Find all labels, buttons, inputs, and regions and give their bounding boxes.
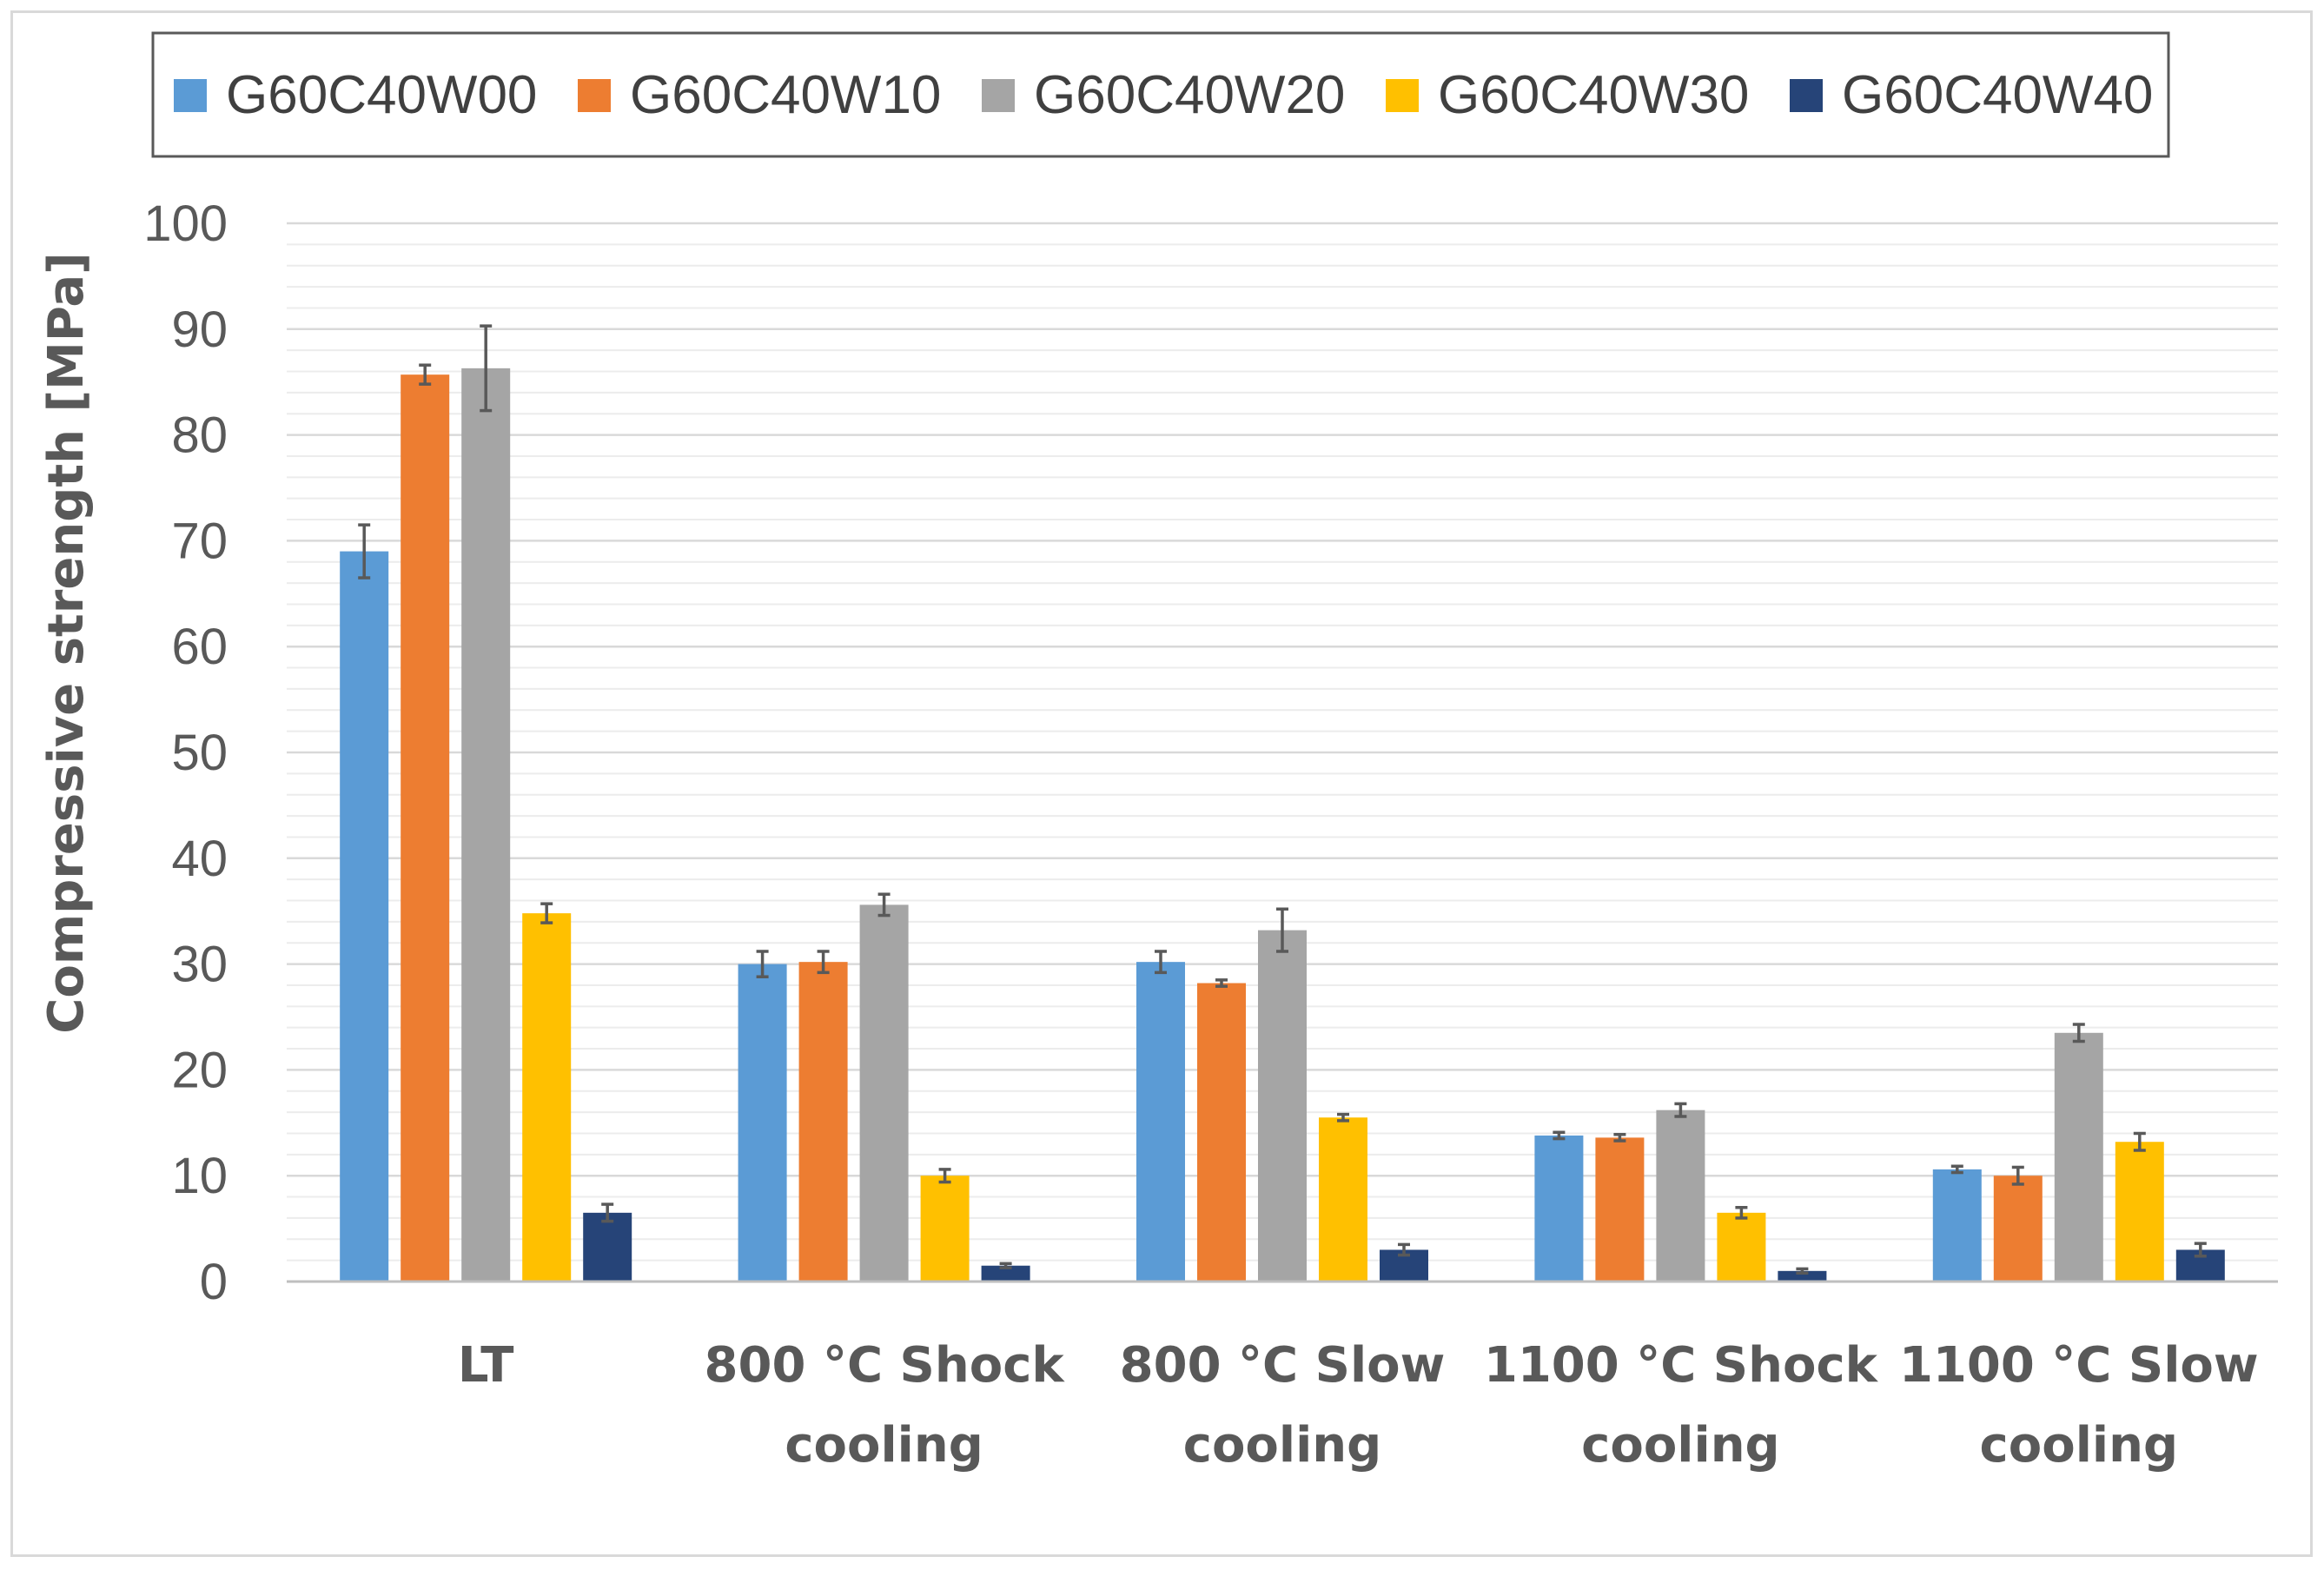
legend-label: G60C40W10 <box>630 65 941 125</box>
bar <box>798 962 848 1282</box>
x-category-label: 800 °C Slow <box>1120 1337 1446 1394</box>
bar <box>1656 1110 1705 1282</box>
bar <box>2054 1032 2103 1282</box>
y-tick-label: 20 <box>171 1042 228 1098</box>
bar <box>401 374 450 1282</box>
legend-swatch <box>1386 79 1419 112</box>
bar <box>1319 1117 1367 1282</box>
bar <box>1534 1135 1584 1282</box>
bar <box>1595 1137 1645 1282</box>
x-category-label: cooling <box>785 1417 983 1474</box>
error-bar <box>1796 1267 1809 1275</box>
legend-box <box>151 31 2170 158</box>
bar <box>920 1176 970 1282</box>
error-bar <box>938 1168 951 1184</box>
x-category-label: 1100 °C Shock <box>1484 1337 1879 1394</box>
y-tick-label: 70 <box>171 513 228 569</box>
legend-label: G60C40W30 <box>1438 65 1749 125</box>
error-bar <box>817 950 830 975</box>
bar <box>1778 1270 1827 1282</box>
error-bar <box>756 950 769 978</box>
error-bar <box>1276 907 1288 953</box>
bar <box>1197 983 1246 1282</box>
error-bar <box>358 523 371 580</box>
error-bar <box>999 1262 1012 1269</box>
axes: 0 10 20 30 40 50 60 70 80 90 100 LT 800 °C Shock cool… <box>143 195 2278 1474</box>
bar <box>583 1212 632 1282</box>
y-tick-label: 80 <box>171 407 228 464</box>
bar <box>340 551 389 1282</box>
legend-label: G60C40W00 <box>226 65 537 125</box>
y-tick-label: 50 <box>171 725 228 781</box>
bar <box>981 1265 1030 1282</box>
bars <box>340 368 2225 1282</box>
error-bar <box>1337 1112 1349 1123</box>
error-bar <box>2011 1165 2024 1186</box>
x-category-label: cooling <box>1183 1417 1381 1474</box>
error-bar <box>1155 950 1167 975</box>
error-bar <box>419 363 432 386</box>
y-tick-label: 30 <box>171 937 228 993</box>
y-tick-label: 90 <box>171 301 228 358</box>
error-bar <box>2072 1023 2085 1043</box>
error-bar <box>1215 978 1228 988</box>
y-tick-label: 10 <box>171 1148 228 1204</box>
bar <box>1932 1169 1982 1282</box>
legend-label: G60C40W40 <box>1842 65 2153 125</box>
legend-label: G60C40W20 <box>1034 65 1345 125</box>
x-category-label: cooling <box>1581 1417 1779 1474</box>
error-bars <box>358 324 2207 1275</box>
error-bar <box>1553 1130 1566 1141</box>
error-bar <box>540 902 553 924</box>
error-bar <box>1613 1132 1626 1143</box>
bar <box>738 964 787 1282</box>
bar <box>2115 1142 2164 1282</box>
bar <box>1993 1176 2043 1282</box>
error-bar <box>877 892 891 917</box>
error-bar <box>1735 1205 1748 1220</box>
legend-swatch <box>578 79 611 112</box>
bar <box>1258 930 1307 1282</box>
bar <box>1717 1212 1766 1282</box>
legend-swatch <box>982 79 1015 112</box>
bar <box>859 904 909 1282</box>
x-category-label: 1100 °C Slow <box>1899 1337 2259 1394</box>
chart-frame <box>10 10 2313 1557</box>
y-tick-label: 0 <box>200 1254 228 1310</box>
x-category-label: cooling <box>1980 1417 2178 1474</box>
error-bar <box>2194 1242 2207 1258</box>
legend-swatch <box>174 79 207 112</box>
error-bar <box>2133 1131 2146 1152</box>
error-bar <box>480 324 493 413</box>
y-axis-label: Compressive strength [MPa] <box>38 252 95 1033</box>
y-tick-label: 100 <box>143 195 228 252</box>
legend-swatch <box>1790 79 1823 112</box>
bar <box>461 368 511 1282</box>
x-category-label: 800 °C Shock <box>705 1337 1066 1394</box>
error-bar <box>1674 1102 1687 1118</box>
error-bar <box>601 1202 614 1223</box>
error-bar <box>1398 1242 1410 1257</box>
bar <box>1136 962 1185 1282</box>
error-bar <box>1950 1164 1963 1175</box>
y-tick-label: 40 <box>171 831 228 887</box>
legend: G60C40W00 G60C40W10 G60C40W20 G60C40W30 G60C… <box>151 31 2170 158</box>
y-tick-label: 60 <box>171 619 228 675</box>
bar <box>522 913 572 1282</box>
x-category-label: LT <box>458 1337 514 1394</box>
